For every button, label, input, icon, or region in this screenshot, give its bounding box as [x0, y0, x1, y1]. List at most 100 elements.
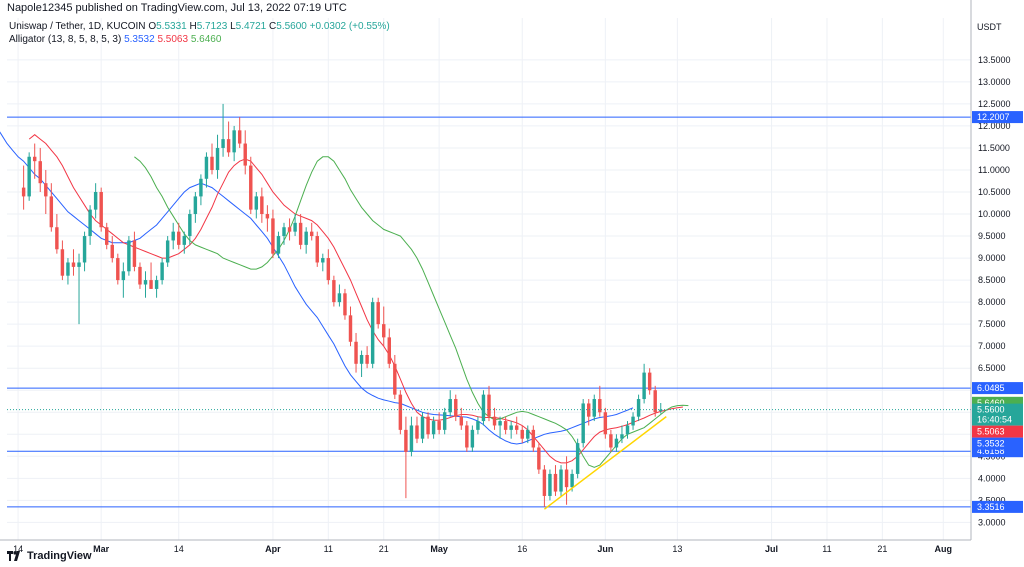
candle-body	[127, 240, 131, 272]
change-value: +0.0302 (+0.55%)	[309, 21, 390, 32]
candle-body	[653, 390, 657, 413]
y-tick-label: 4.0000	[978, 473, 1006, 483]
alligator-legend-row: Alligator (13, 8, 5, 8, 5, 3) 5.3532 5.5…	[9, 33, 390, 46]
candle-body	[365, 354, 369, 364]
jaw-price-tag-bg	[972, 437, 1023, 450]
candle-body	[620, 434, 624, 439]
candle-body	[215, 147, 220, 170]
y-tick-label: 9.5000	[978, 231, 1006, 241]
y-tick-label: 8.0000	[978, 297, 1006, 307]
candle-body	[442, 412, 447, 430]
candle-body	[514, 425, 519, 430]
candle-body	[237, 130, 242, 144]
candle-body	[265, 214, 270, 219]
y-tick-label: 13.5000	[978, 55, 1011, 65]
x-tick-label: 14	[13, 544, 23, 554]
candle-body	[182, 236, 187, 245]
alligator-label: Alligator (13, 8, 5, 8, 5, 3)	[9, 34, 122, 45]
candle-body	[614, 438, 619, 448]
candle-body	[60, 249, 65, 276]
x-tick-label: 16	[517, 544, 527, 554]
candle-body	[631, 416, 635, 426]
overlay-layer	[7, 409, 971, 510]
candle-body	[44, 183, 48, 197]
candle-body	[66, 262, 70, 276]
candle-body	[603, 412, 608, 435]
candle-body	[199, 178, 203, 197]
open-label: O	[148, 21, 157, 32]
y-tick-label: 13.0000	[978, 77, 1011, 87]
tradingview-footer[interactable]: TradingView	[7, 548, 92, 564]
candle-body	[332, 280, 336, 303]
level-price-tag-bg	[972, 111, 1023, 124]
y-tick-label: 12.0000	[978, 121, 1011, 131]
candle-body	[459, 416, 464, 426]
open-value: 5.5331	[156, 21, 187, 32]
y-tick-label: 12.5000	[978, 99, 1011, 109]
candle-body	[143, 280, 148, 285]
x-tick-label: 11	[822, 544, 831, 554]
x-tick-label: May	[430, 544, 448, 554]
candle-body	[154, 280, 159, 289]
candle-body	[348, 315, 353, 342]
candle-body	[121, 271, 126, 281]
jaw-value: 5.3532	[124, 34, 155, 45]
candle-body	[21, 187, 26, 197]
candles-layer	[21, 103, 663, 507]
lips-price-tag: 5.6460	[977, 398, 1005, 408]
candle-body	[271, 218, 275, 254]
candle-body	[226, 139, 231, 153]
candle-body	[625, 425, 630, 435]
candle-body	[243, 143, 247, 166]
high-label: H	[189, 21, 197, 32]
level-price-tag: 4.6158	[977, 446, 1005, 456]
symbol-title: Uniswap / Tether, 1D, KUCOIN	[9, 21, 146, 32]
candle-body	[254, 196, 259, 210]
candle-body	[171, 231, 175, 241]
candle-body	[509, 425, 513, 430]
candle-body	[77, 262, 81, 267]
candle-body	[232, 130, 236, 153]
candle-body	[581, 403, 585, 444]
candle-body	[282, 227, 286, 237]
alligator-lips-line	[134, 156, 689, 468]
candle-body	[564, 469, 569, 488]
x-tick-label: 11	[324, 544, 333, 554]
trendline	[543, 416, 667, 510]
candle-body	[210, 156, 214, 170]
candle-body	[437, 421, 441, 430]
y-tick-label: 11.5000	[978, 143, 1010, 153]
candle-body	[559, 469, 563, 492]
candle-body	[398, 394, 403, 430]
candle-body	[160, 262, 164, 281]
grid-layer	[7, 18, 971, 540]
teeth-value: 5.5063	[157, 34, 189, 45]
candle-body	[49, 196, 54, 228]
y-tick-label: 6.5000	[978, 363, 1006, 373]
high-value: 5.7123	[196, 21, 228, 32]
candle-body	[27, 156, 31, 197]
candle-body	[149, 280, 153, 289]
y-tick-label: 9.0000	[978, 253, 1006, 263]
candle-body	[575, 443, 580, 474]
candle-body	[276, 236, 281, 254]
countdown-tag: 16:40:54	[977, 415, 1012, 425]
close-value: 5.5600	[276, 21, 307, 32]
candle-body	[636, 399, 641, 417]
x-tick-label: 21	[877, 544, 887, 554]
candle-body	[659, 409, 663, 411]
candle-body	[503, 421, 508, 430]
y-tick-label: 10.5000	[978, 187, 1011, 197]
candle-body	[326, 258, 331, 281]
candle-body	[609, 434, 613, 448]
candle-body	[526, 429, 530, 439]
publisher-header: Napole12345 published on TradingView.com…	[7, 2, 347, 14]
teeth-price-tag: 5.5063	[977, 427, 1005, 437]
candle-body	[598, 399, 602, 413]
last-price-tag-bg	[972, 403, 1023, 426]
candle-body	[376, 302, 380, 325]
candle-body	[487, 394, 491, 417]
candle-body	[132, 240, 137, 267]
candle-body	[177, 231, 181, 245]
